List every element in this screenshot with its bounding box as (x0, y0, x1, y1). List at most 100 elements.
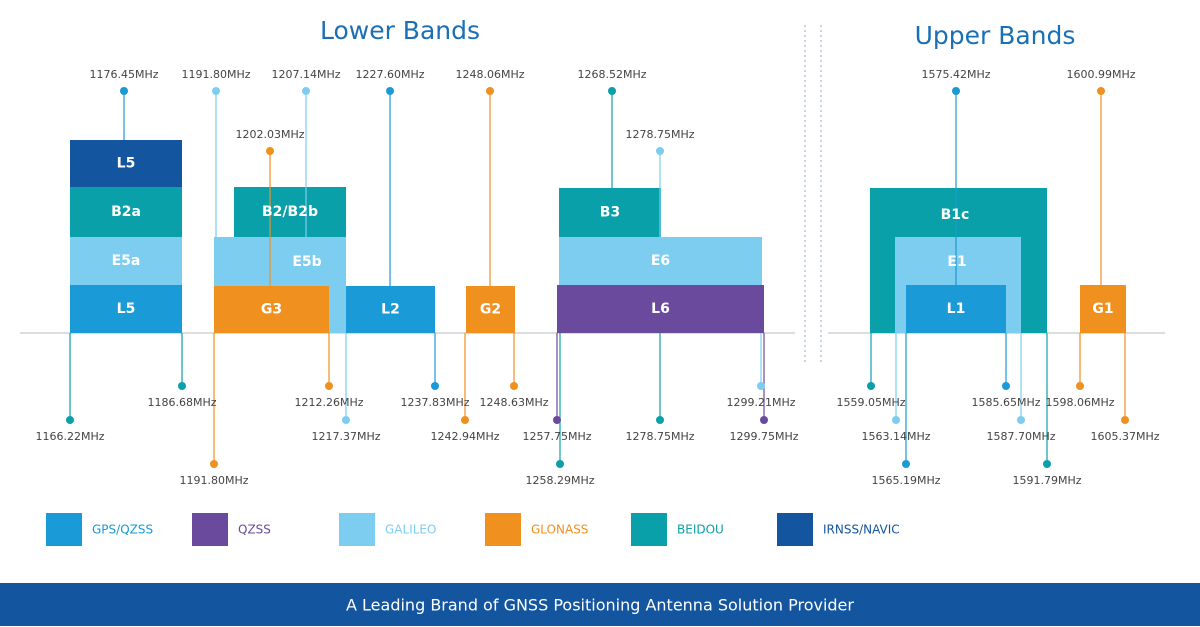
frequency-dot (178, 382, 186, 390)
upper-title: Upper Bands (915, 21, 1076, 50)
frequency-label: 1217.37MHz (311, 430, 380, 443)
band-block (1080, 285, 1126, 333)
band-block (70, 140, 182, 187)
band-label: B2/B2b (262, 204, 318, 220)
legend-swatch (631, 513, 667, 546)
band-label: G2 (480, 302, 501, 318)
band-block (557, 285, 764, 333)
band-label: L6 (651, 301, 670, 317)
band-block (234, 187, 346, 237)
frequency-dot (867, 382, 875, 390)
band-block (559, 188, 661, 237)
band-label: L1 (947, 301, 966, 317)
frequency-dot (210, 460, 218, 468)
band-label: B1c (941, 207, 970, 223)
frequency-label: 1563.14MHz (861, 430, 930, 443)
legend-label: GLONASS (531, 523, 588, 537)
frequency-dot (608, 87, 616, 95)
footer-bar (0, 583, 1200, 626)
frequency-label: 1605.37MHz (1090, 430, 1159, 443)
band-block (214, 286, 329, 333)
band-label: E5b (292, 254, 321, 270)
band-block (346, 286, 435, 333)
frequency-label: 1575.42MHz (921, 68, 990, 81)
frequency-label: 1186.68MHz (147, 396, 216, 409)
frequency-dot (656, 416, 664, 424)
band-label: L5 (117, 156, 136, 172)
band-label: B2a (111, 204, 141, 220)
legend-swatch (339, 513, 375, 546)
frequency-dot (902, 460, 910, 468)
frequency-label: 1248.06MHz (455, 68, 524, 81)
frequency-dot (120, 87, 128, 95)
frequency-label: 1299.75MHz (729, 430, 798, 443)
frequency-label: 1299.21MHz (726, 396, 795, 409)
frequency-label: 1227.60MHz (355, 68, 424, 81)
frequency-label: 1268.52MHz (577, 68, 646, 81)
frequency-label: 1248.63MHz (479, 396, 548, 409)
band-label: B3 (600, 205, 620, 221)
frequency-label: 1207.14MHz (271, 68, 340, 81)
frequency-dot (342, 416, 350, 424)
frequency-dot (386, 87, 394, 95)
band-block (70, 237, 182, 285)
frequency-label: 1585.65MHz (971, 396, 1040, 409)
frequency-dot (757, 382, 765, 390)
legend-swatch (485, 513, 521, 546)
frequency-label: 1212.26MHz (294, 396, 363, 409)
band-label: E5a (112, 253, 141, 269)
frequency-dot (656, 147, 664, 155)
frequency-dot (510, 382, 518, 390)
legend-label: GALILEO (385, 523, 436, 537)
legend-label: QZSS (238, 523, 271, 537)
frequency-label: 1600.99MHz (1066, 68, 1135, 81)
band-label: E1 (947, 254, 966, 270)
frequency-label: 1257.75MHz (522, 430, 591, 443)
frequency-dot (266, 147, 274, 155)
frequency-label: 1278.75MHz (625, 430, 694, 443)
frequency-label: 1202.03MHz (235, 128, 304, 141)
frequency-dot (1043, 460, 1051, 468)
band-block (466, 286, 515, 333)
footer-text: A Leading Brand of GNSS Positioning Ante… (346, 596, 854, 615)
frequency-label: 1191.80MHz (181, 68, 250, 81)
legend-swatch (46, 513, 82, 546)
frequency-dot (486, 87, 494, 95)
frequency-dot (461, 416, 469, 424)
legend-label: IRNSS/NAVIC (823, 523, 900, 537)
frequency-dot (553, 416, 561, 424)
frequency-dot (66, 416, 74, 424)
frequency-dot (212, 87, 220, 95)
frequency-label: 1559.05MHz (836, 396, 905, 409)
band-block (70, 285, 182, 333)
frequency-label: 1258.29MHz (525, 474, 594, 487)
legend-label: BEIDOU (677, 523, 724, 537)
frequency-label: 1237.83MHz (400, 396, 469, 409)
band-block (906, 285, 1006, 333)
frequency-dot (325, 382, 333, 390)
frequency-label: 1598.06MHz (1045, 396, 1114, 409)
frequency-dot (1002, 382, 1010, 390)
band-block (559, 237, 762, 285)
frequency-dot (892, 416, 900, 424)
frequency-label: 1242.94MHz (430, 430, 499, 443)
frequency-dot (952, 87, 960, 95)
frequency-label: 1166.22MHz (35, 430, 104, 443)
band-label: L5 (117, 301, 136, 317)
band-label: G3 (261, 302, 282, 318)
frequency-dot (760, 416, 768, 424)
frequency-dot (1076, 382, 1084, 390)
frequency-dot (1121, 416, 1129, 424)
frequency-label: 1191.80MHz (179, 474, 248, 487)
frequency-label: 1565.19MHz (871, 474, 940, 487)
frequency-dot (556, 460, 564, 468)
frequency-dot (1017, 416, 1025, 424)
frequency-label: 1176.45MHz (89, 68, 158, 81)
legend-swatch (192, 513, 228, 546)
frequency-label: 1591.79MHz (1012, 474, 1081, 487)
band-label: E6 (651, 253, 670, 269)
band-block (70, 187, 182, 237)
band-label: G1 (1092, 301, 1113, 317)
lower-title: Lower Bands (320, 16, 480, 45)
